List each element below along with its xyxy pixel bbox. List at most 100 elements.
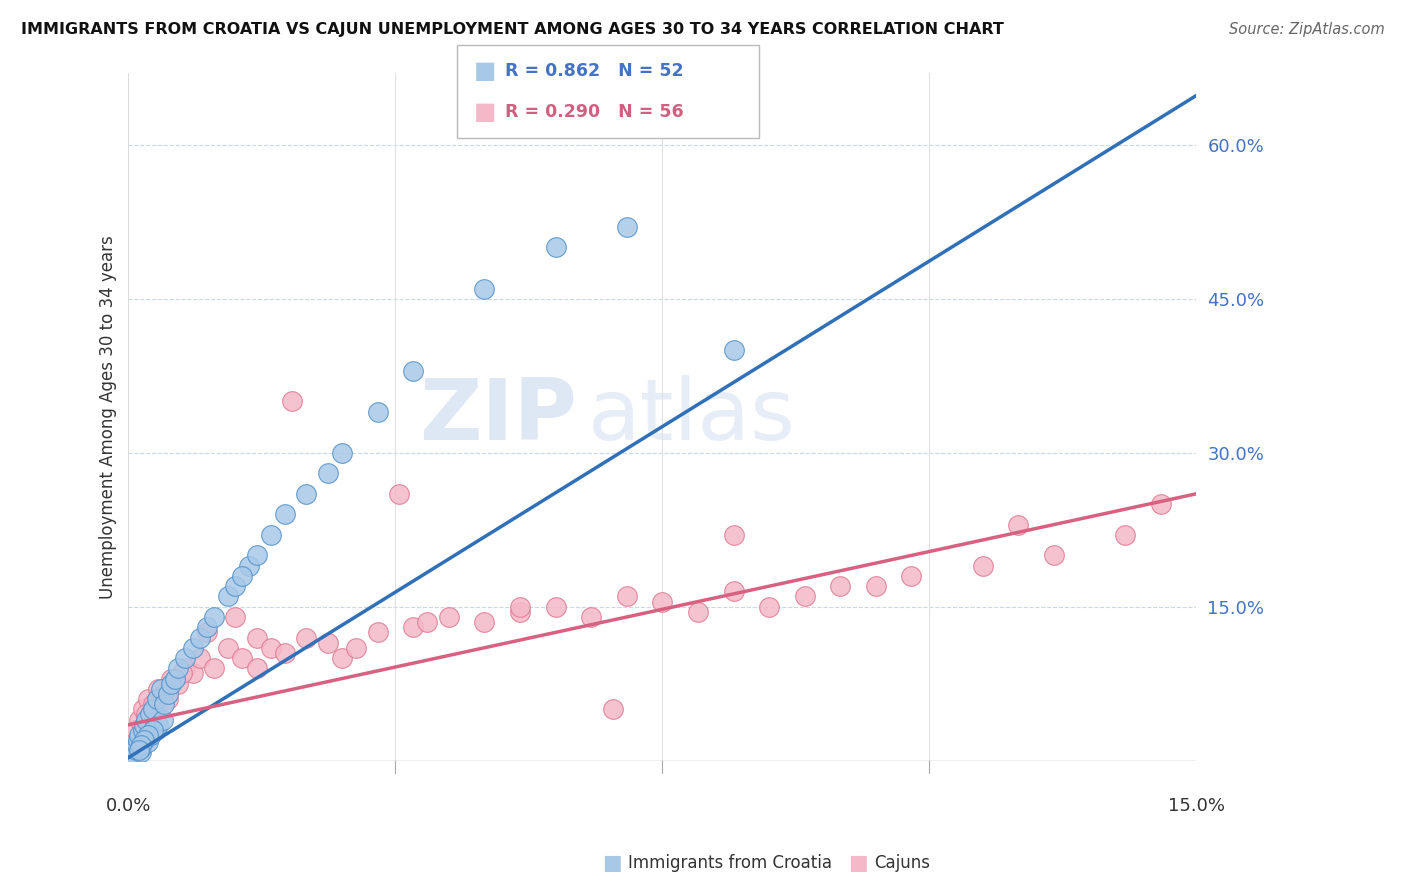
- Point: [134, 733, 156, 747]
- Point: [163, 672, 186, 686]
- Text: 0.0%: 0.0%: [105, 797, 152, 814]
- Point: [544, 240, 567, 254]
- Point: [686, 605, 709, 619]
- Point: [316, 635, 339, 649]
- Point: [723, 584, 745, 599]
- Point: [135, 707, 157, 722]
- Point: [127, 733, 149, 747]
- Y-axis label: Unemployment Among Ages 30 to 34 years: Unemployment Among Ages 30 to 34 years: [100, 235, 117, 599]
- Point: [195, 625, 218, 640]
- Point: [148, 718, 170, 732]
- Point: [134, 733, 156, 747]
- Point: [129, 746, 152, 760]
- Point: [188, 631, 211, 645]
- Point: [142, 723, 165, 737]
- Point: [224, 579, 246, 593]
- Point: [602, 702, 624, 716]
- Point: [217, 590, 239, 604]
- Point: [616, 590, 638, 604]
- Point: [128, 713, 150, 727]
- Point: [416, 615, 439, 629]
- Point: [1007, 517, 1029, 532]
- Point: [509, 605, 531, 619]
- Point: [131, 723, 153, 737]
- Point: [167, 661, 190, 675]
- Point: [231, 651, 253, 665]
- Point: [651, 594, 673, 608]
- Point: [1043, 549, 1066, 563]
- Point: [174, 651, 197, 665]
- Point: [153, 687, 176, 701]
- Point: [217, 640, 239, 655]
- Point: [181, 640, 204, 655]
- Point: [188, 651, 211, 665]
- Point: [758, 599, 780, 614]
- Text: 15.0%: 15.0%: [1168, 797, 1225, 814]
- Point: [138, 692, 160, 706]
- Text: ■: ■: [474, 100, 496, 124]
- Point: [830, 579, 852, 593]
- Text: Immigrants from Croatia: Immigrants from Croatia: [628, 855, 832, 872]
- Point: [131, 702, 153, 716]
- Point: [224, 610, 246, 624]
- Point: [124, 743, 146, 757]
- Text: Source: ZipAtlas.com: Source: ZipAtlas.com: [1229, 22, 1385, 37]
- Point: [723, 528, 745, 542]
- Point: [260, 640, 283, 655]
- Point: [260, 528, 283, 542]
- Point: [579, 610, 602, 624]
- Point: [128, 728, 150, 742]
- Point: [281, 394, 304, 409]
- Point: [295, 487, 318, 501]
- Text: ■: ■: [474, 59, 496, 83]
- Point: [135, 713, 157, 727]
- Point: [437, 610, 460, 624]
- Point: [202, 661, 225, 675]
- Text: R = 0.290   N = 56: R = 0.290 N = 56: [505, 103, 683, 121]
- Point: [139, 718, 162, 732]
- Point: [367, 405, 389, 419]
- Point: [330, 651, 353, 665]
- Text: ZIP: ZIP: [419, 376, 576, 458]
- Point: [295, 631, 318, 645]
- Point: [129, 741, 152, 756]
- Point: [156, 692, 179, 706]
- Point: [152, 713, 174, 727]
- Point: [246, 549, 269, 563]
- Point: [122, 748, 145, 763]
- Point: [367, 625, 389, 640]
- Point: [474, 281, 496, 295]
- Point: [121, 751, 143, 765]
- Point: [181, 666, 204, 681]
- Point: [316, 467, 339, 481]
- Point: [124, 723, 146, 737]
- Point: [160, 672, 183, 686]
- Point: [129, 739, 152, 753]
- Point: [153, 697, 176, 711]
- Point: [402, 364, 425, 378]
- Point: [170, 666, 193, 681]
- Point: [141, 728, 163, 742]
- Point: [793, 590, 815, 604]
- Point: [402, 620, 425, 634]
- Point: [1114, 528, 1136, 542]
- Text: R = 0.862   N = 52: R = 0.862 N = 52: [505, 62, 683, 79]
- Point: [723, 343, 745, 358]
- Point: [136, 735, 159, 749]
- Point: [139, 707, 162, 722]
- Point: [1149, 497, 1171, 511]
- Point: [146, 692, 169, 706]
- Text: Cajuns: Cajuns: [875, 855, 931, 872]
- Point: [238, 558, 260, 573]
- Point: [142, 702, 165, 716]
- Point: [149, 681, 172, 696]
- Point: [125, 739, 148, 753]
- Point: [138, 728, 160, 742]
- Point: [274, 646, 297, 660]
- Point: [145, 723, 167, 737]
- Text: ■: ■: [602, 854, 621, 873]
- Point: [544, 599, 567, 614]
- Point: [616, 219, 638, 234]
- Point: [900, 569, 922, 583]
- Point: [142, 697, 165, 711]
